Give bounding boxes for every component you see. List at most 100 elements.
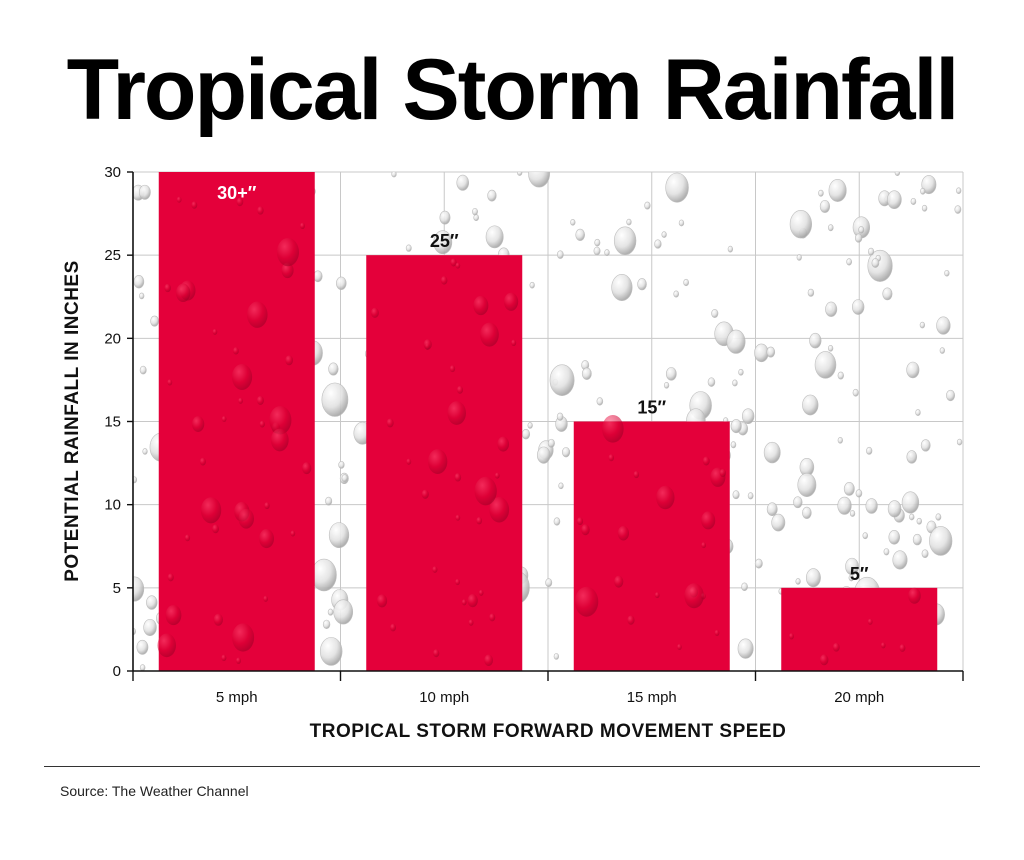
raindrop — [328, 522, 350, 549]
raindrop — [138, 184, 151, 200]
bar-raindrop — [701, 511, 716, 530]
raindrop — [549, 364, 575, 396]
raindrop — [654, 239, 662, 249]
bar-raindrop — [238, 397, 243, 404]
raindrop — [892, 550, 908, 570]
bar-raindrop — [300, 222, 305, 230]
bar-raindrop — [474, 476, 497, 506]
raindrop — [920, 187, 926, 195]
raindrop — [883, 548, 890, 556]
raindrop — [837, 496, 852, 515]
raindrop — [139, 292, 145, 300]
bar-raindrop — [165, 604, 182, 626]
raindrop — [581, 367, 592, 380]
bar-raindrop — [221, 654, 227, 662]
bar-raindrop — [276, 237, 299, 267]
raindrop — [915, 409, 921, 416]
y-tick-label: 10 — [104, 497, 121, 514]
raindrop — [456, 174, 470, 191]
bar-raindrop — [455, 262, 461, 269]
bar-raindrop — [423, 339, 432, 350]
bar-raindrop — [656, 485, 675, 510]
y-tick-label: 30 — [104, 164, 121, 181]
bar-data-label: 15″ — [637, 398, 666, 418]
raindrop — [665, 367, 677, 381]
x-axis-title: TROPICAL STORM FORWARD MOVEMENT SPEED — [310, 721, 787, 742]
raindrop — [763, 441, 781, 464]
raindrop — [867, 249, 893, 282]
raindrop — [637, 278, 647, 291]
footer-divider — [44, 766, 980, 767]
bar-raindrop — [386, 418, 394, 428]
raindrop — [325, 496, 333, 506]
bar-raindrop — [281, 262, 294, 279]
raindrop — [916, 517, 922, 525]
bar-raindrop — [175, 283, 191, 303]
bar-raindrop — [480, 322, 499, 347]
raindrop — [738, 368, 744, 376]
x-tick-label: 5 mph — [216, 689, 258, 706]
bar-raindrop — [199, 457, 206, 466]
raindrop — [319, 637, 343, 666]
bar-raindrop — [290, 530, 296, 537]
raindrop — [946, 389, 956, 402]
raindrop — [678, 219, 685, 227]
bar-raindrop — [236, 657, 242, 664]
raindrop — [133, 275, 145, 289]
bar-raindrop — [484, 654, 494, 666]
axes — [127, 171, 964, 681]
raindrop — [433, 230, 453, 255]
raindrop — [556, 250, 564, 259]
raindrop — [328, 362, 339, 376]
raindrop — [802, 506, 812, 519]
raindrop — [727, 245, 734, 253]
raindrop — [146, 595, 158, 610]
bar-raindrop — [257, 206, 264, 215]
raindrop — [327, 608, 334, 616]
raindrop — [575, 228, 585, 241]
raindrop — [139, 365, 147, 375]
raindrop — [439, 210, 451, 225]
raindrop — [405, 244, 412, 252]
raindrop — [547, 438, 555, 448]
raindrop — [921, 175, 937, 195]
raindrop — [888, 530, 900, 545]
raindrop — [851, 299, 865, 315]
raindrop — [754, 558, 763, 569]
bar-raindrop — [714, 629, 720, 636]
raindrop — [814, 351, 837, 379]
raindrop — [797, 472, 817, 497]
bar-raindrop — [654, 592, 660, 599]
raindrop — [322, 619, 331, 629]
raindrop — [802, 394, 819, 416]
raindrop — [665, 172, 689, 203]
raindrop — [594, 238, 601, 247]
raindrop — [336, 276, 347, 290]
bar-raindrop — [285, 355, 294, 366]
raindrop — [626, 218, 632, 226]
bar-raindrop — [221, 416, 227, 423]
raindrop — [142, 448, 148, 455]
bar-raindrop — [684, 583, 704, 609]
raindrop — [521, 429, 531, 440]
raindrop — [766, 346, 776, 358]
y-tick-label: 25 — [104, 247, 121, 264]
bar-raindrop — [450, 258, 457, 267]
raindrop — [536, 446, 551, 464]
raindrop — [935, 513, 942, 521]
bar-raindrop — [489, 497, 510, 523]
raindrop — [485, 225, 504, 249]
bar-raindrop — [164, 283, 171, 293]
raindrop — [954, 205, 962, 214]
bars — [157, 172, 938, 671]
raindrop — [556, 412, 564, 421]
x-tick-label: 10 mph — [419, 689, 469, 706]
raindrop — [807, 288, 815, 297]
bar-raindrop — [233, 347, 239, 355]
bar-raindrop — [581, 524, 590, 536]
raindrop — [865, 498, 878, 514]
bar-raindrop — [832, 642, 840, 652]
bar-raindrop — [677, 643, 682, 650]
bar-raindrop — [702, 456, 710, 466]
bar-raindrop — [576, 517, 584, 526]
